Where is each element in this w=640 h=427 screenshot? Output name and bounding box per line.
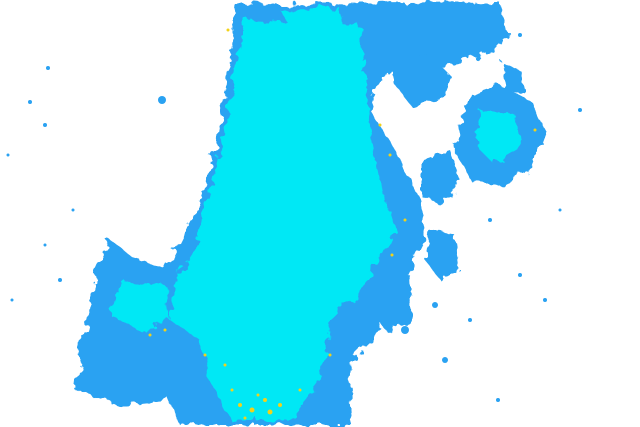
- scattered-echoes: [6, 33, 582, 402]
- echo-inner: [110, 8, 520, 420]
- strong-echoes: [148, 28, 537, 420]
